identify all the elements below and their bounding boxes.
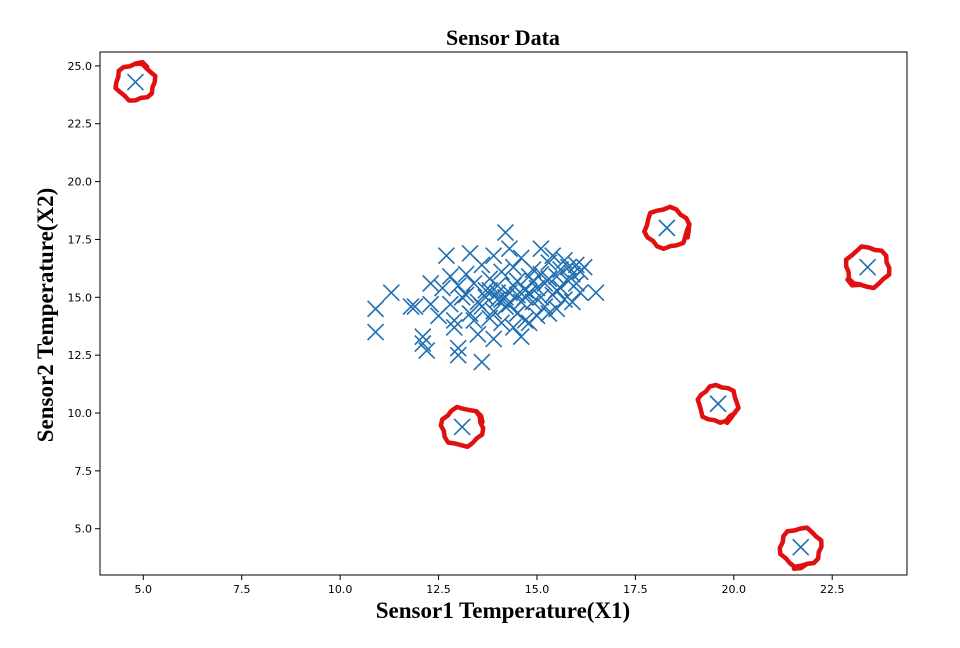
data-point (512, 293, 530, 311)
data-point (457, 286, 475, 304)
y-tick-label: 10.0 (68, 407, 93, 420)
data-point (544, 247, 562, 265)
plot-frame (99, 51, 908, 576)
data-point (492, 263, 511, 281)
anomaly-ring (695, 382, 741, 426)
y-tick-label: 5.0 (75, 523, 93, 536)
data-point (524, 272, 542, 290)
y-tick-label: 7.5 (75, 465, 93, 478)
data-point (453, 418, 471, 436)
data-point (477, 281, 495, 299)
data-point (402, 297, 420, 316)
data-point (516, 311, 534, 330)
data-point (524, 293, 542, 311)
data-point (457, 265, 475, 283)
data-point (445, 318, 463, 336)
data-point (473, 353, 491, 371)
data-point (453, 288, 471, 306)
y-tick-label: 22.5 (68, 118, 93, 131)
data-point (571, 284, 589, 302)
anomaly-ring (438, 404, 486, 450)
data-point (473, 297, 491, 316)
data-point (532, 288, 550, 306)
data-point (481, 281, 499, 299)
anomaly-ring (777, 525, 824, 571)
data-point (441, 267, 459, 286)
data-point (548, 281, 566, 299)
data-point (709, 395, 727, 413)
data-point (433, 279, 452, 297)
data-point (496, 223, 515, 242)
data-point (658, 219, 676, 237)
data-point (449, 346, 467, 364)
data-point (563, 293, 581, 311)
data-point (567, 274, 585, 292)
data-point (441, 295, 459, 313)
data-point (406, 297, 424, 316)
x-tick-label: 5.0 (135, 583, 153, 596)
data-point (126, 73, 144, 91)
y-axis: 5.0 7.5 10.0 12.5 15.0 17.5 20.0 22.5 25.0 (68, 60, 100, 536)
y-tick-label: 17.5 (68, 233, 93, 246)
data-point (504, 318, 522, 336)
data-point (485, 302, 503, 320)
y-axis-label: Sensor2 Temperature(X2) (33, 188, 58, 442)
y-tick-label: 12.5 (68, 349, 93, 362)
data-point (528, 307, 546, 325)
data-point (575, 258, 593, 276)
data-point (532, 240, 550, 258)
x-tick-label: 15.0 (525, 583, 550, 596)
x-tick-label: 10.0 (328, 583, 353, 596)
data-point (792, 538, 810, 556)
x-tick-label: 7.5 (233, 583, 251, 596)
data-point (492, 291, 511, 309)
data-point (485, 330, 503, 348)
data-point (465, 274, 483, 292)
data-point (445, 311, 463, 330)
data-point (587, 284, 605, 302)
data-point (500, 240, 518, 258)
chart-title: Sensor Data (446, 25, 560, 50)
data-point (449, 339, 467, 357)
data-point (548, 300, 566, 318)
y-tick-label: 20.0 (68, 176, 93, 189)
data-point (469, 325, 487, 343)
x-tick-label: 17.5 (623, 583, 648, 596)
data-point (382, 284, 400, 302)
x-tick-label: 20.0 (722, 583, 747, 596)
data-point (422, 295, 440, 313)
data-point (366, 300, 385, 318)
data-point (465, 311, 483, 330)
anomaly-ring (843, 244, 892, 291)
data-point (540, 270, 558, 288)
data-point (504, 277, 522, 295)
x-tick-label: 12.5 (426, 583, 451, 596)
x-axis-label: Sensor1 Temperature(X1) (376, 598, 630, 623)
data-point (449, 277, 467, 295)
data-point (516, 281, 534, 299)
anomaly-rings-layer (113, 59, 892, 571)
data-point (418, 341, 436, 360)
data-point (485, 247, 503, 265)
x-tick-label: 22.5 (820, 583, 845, 596)
data-point (473, 256, 491, 274)
data-point (422, 274, 440, 292)
data-point (520, 284, 538, 302)
data-point (414, 328, 432, 346)
data-point (500, 295, 518, 313)
data-point (504, 258, 522, 276)
data-point (540, 304, 558, 323)
anomaly-ring (113, 59, 158, 103)
data-point (492, 314, 511, 332)
y-tick-label: 15.0 (68, 291, 93, 304)
data-point (512, 328, 530, 346)
anomaly-ring (642, 204, 692, 252)
y-tick-label: 25.0 (68, 60, 93, 73)
points-layer (126, 73, 877, 556)
data-point (366, 323, 385, 341)
data-point (859, 258, 877, 276)
data-point (437, 247, 455, 265)
x-axis: 5.0 7.5 10.0 12.5 15.0 17.5 20.0 22.5 (135, 575, 845, 596)
